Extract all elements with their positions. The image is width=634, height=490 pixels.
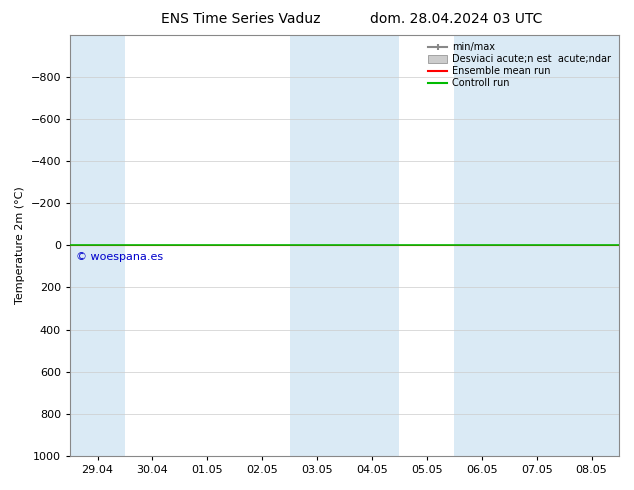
Legend: min/max, Desviaci acute;n est  acute;ndar, Ensemble mean run, Controll run: min/max, Desviaci acute;n est acute;ndar… xyxy=(425,40,614,91)
Bar xyxy=(70,35,125,456)
Text: ENS Time Series Vaduz: ENS Time Series Vaduz xyxy=(161,12,321,26)
Bar xyxy=(455,35,619,456)
Y-axis label: Temperature 2m (°C): Temperature 2m (°C) xyxy=(15,186,25,304)
Bar xyxy=(290,35,399,456)
Text: dom. 28.04.2024 03 UTC: dom. 28.04.2024 03 UTC xyxy=(370,12,543,26)
Text: © woespana.es: © woespana.es xyxy=(75,251,163,262)
